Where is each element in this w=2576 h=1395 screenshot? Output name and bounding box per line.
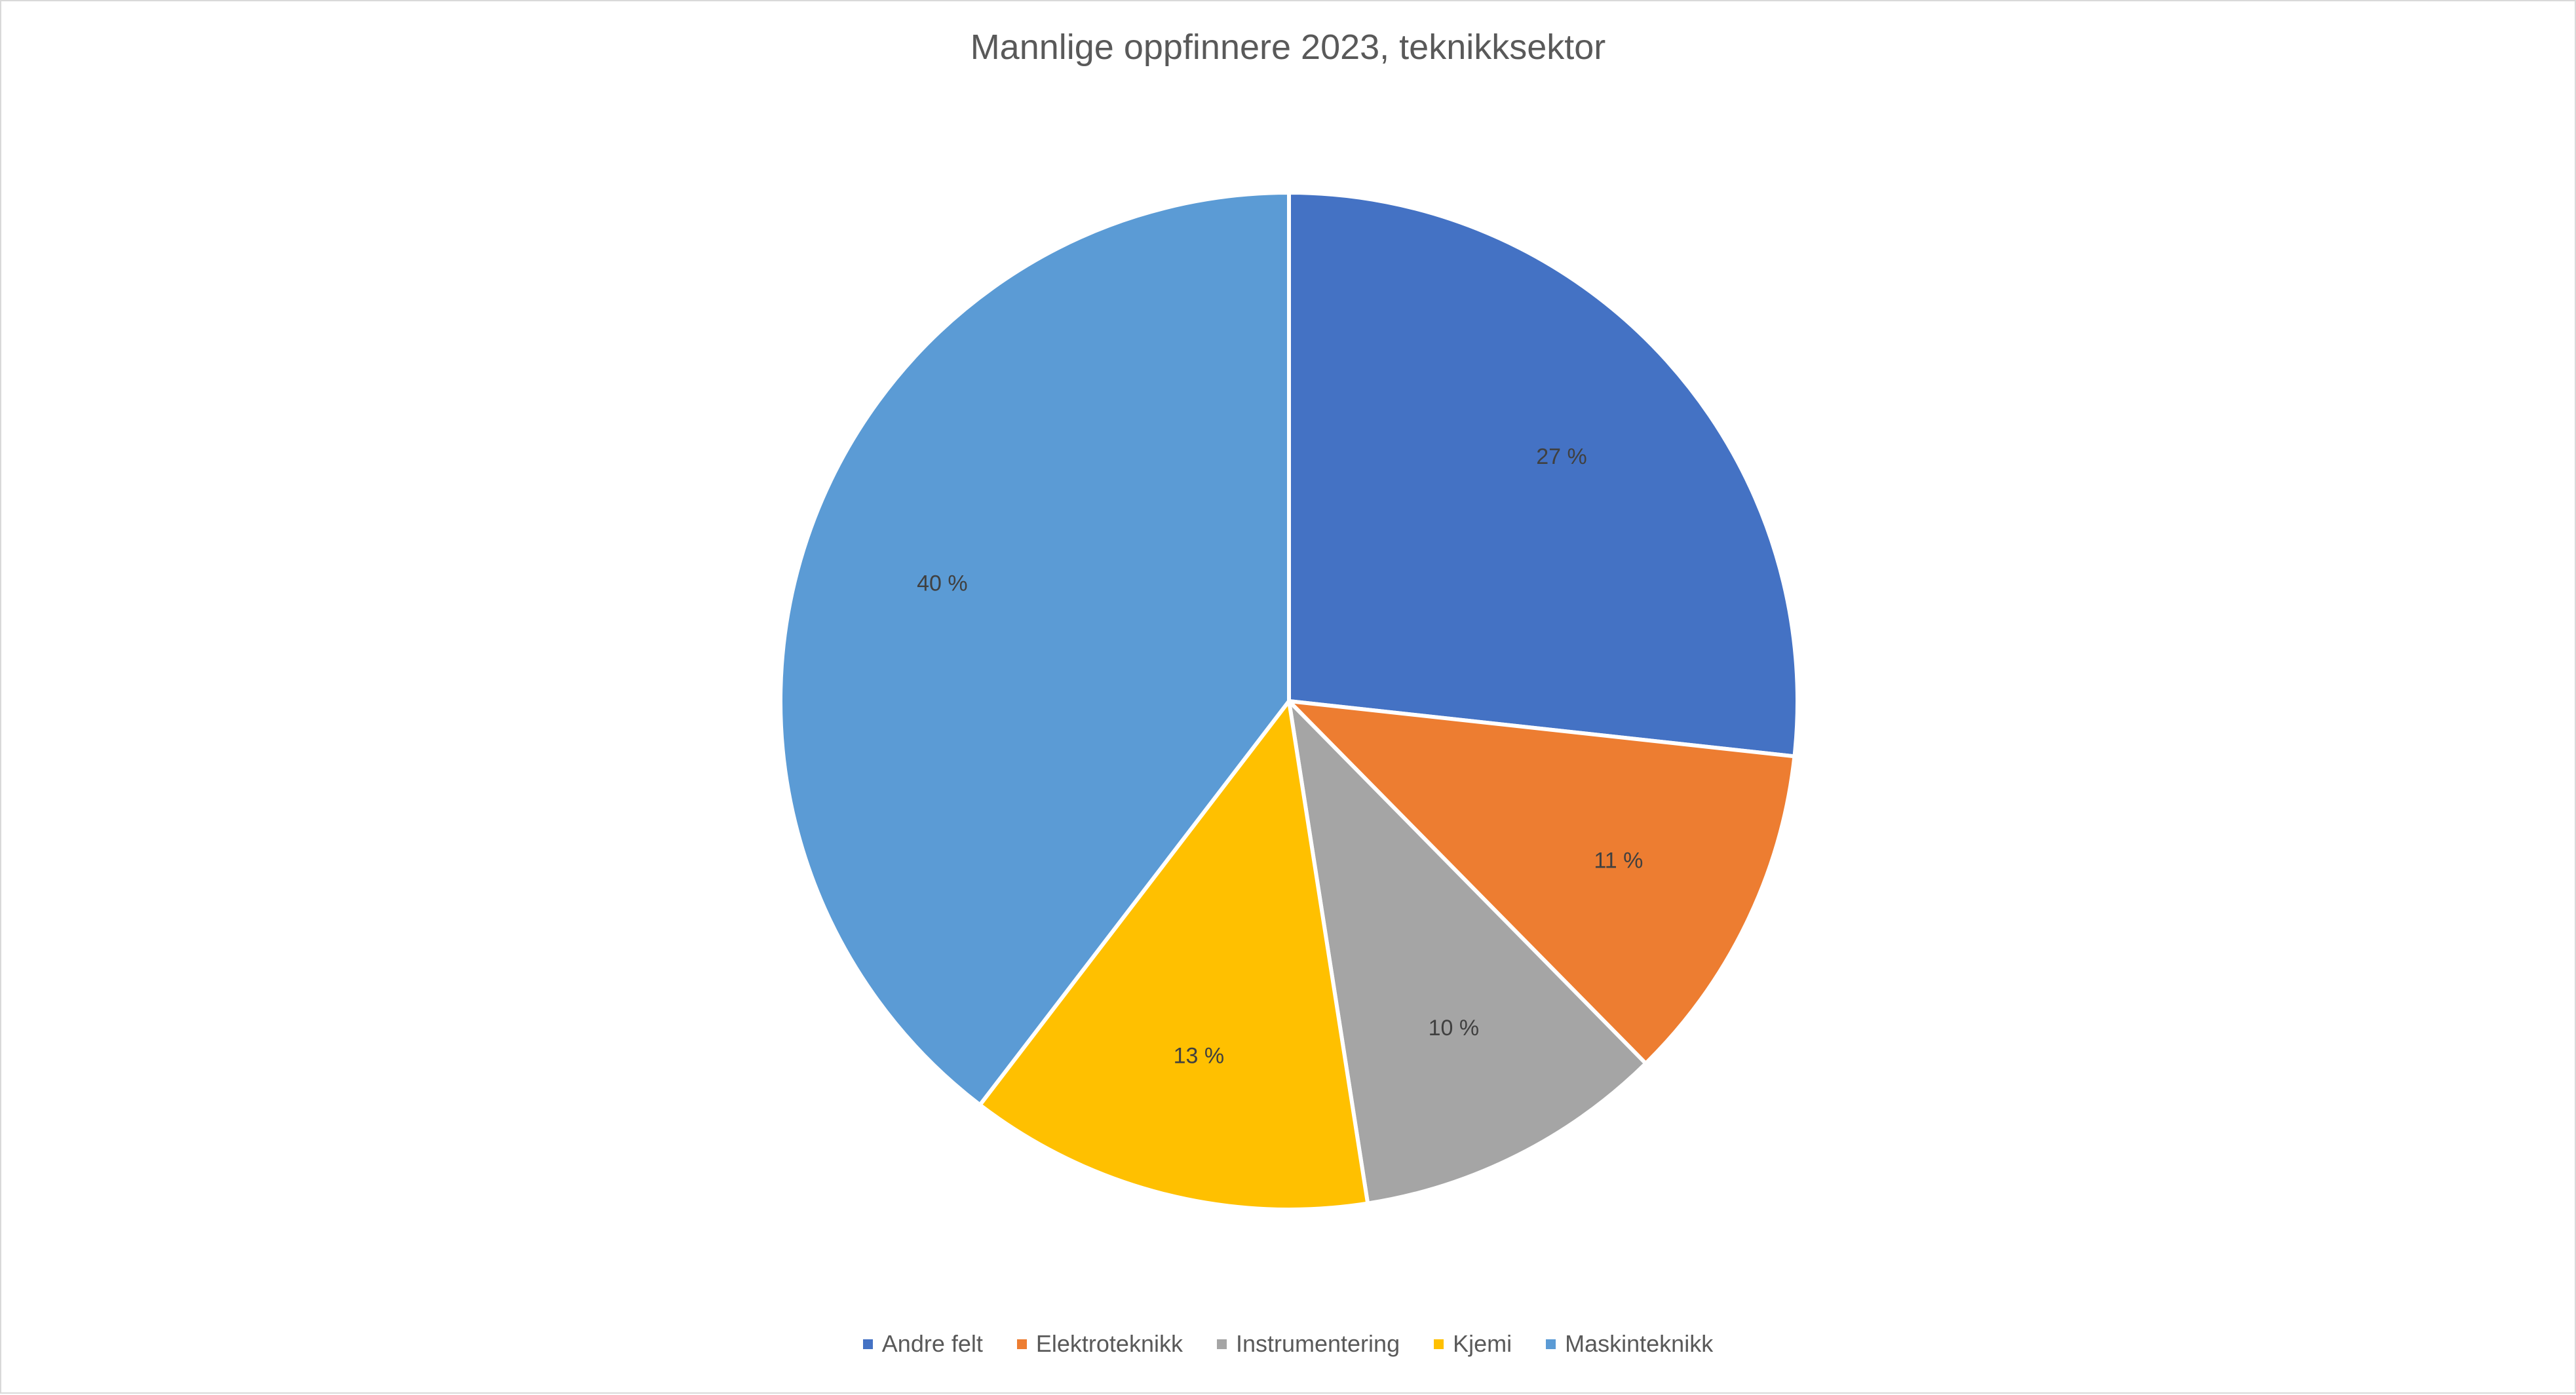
legend-swatch-kjemi [1434, 1339, 1444, 1349]
legend-item-maskinteknikk[interactable]: Maskinteknikk [1546, 1330, 1713, 1358]
legend-item-andre-felt[interactable]: Andre felt [862, 1330, 983, 1358]
legend-label-instrumentering: Instrumentering [1235, 1330, 1400, 1357]
legend-swatch-maskinteknikk [1546, 1339, 1556, 1349]
pie-slice-instrumentering[interactable] [1287, 699, 1648, 1206]
data-label-maskinteknikk: 40 % [917, 571, 968, 596]
pie-slice-kjemi[interactable] [978, 699, 1370, 1212]
legend-label-elektroteknikk: Elektroteknikk [1035, 1330, 1183, 1357]
legend-item-elektroteknikk[interactable]: Elektroteknikk [1016, 1330, 1183, 1358]
chart-title: Mannlige oppfinnere 2023, teknikksektor [970, 28, 1606, 67]
legend-swatch-andre-felt [862, 1339, 873, 1349]
legend-item-kjemi[interactable]: Kjemi [1434, 1330, 1512, 1358]
data-label-andre-felt: 27 % [1536, 444, 1587, 469]
pie-slice-elektroteknikk[interactable] [1287, 699, 1797, 1065]
data-label-kjemi: 13 % [1174, 1044, 1225, 1069]
data-label-elektroteknikk: 11 % [1594, 849, 1643, 873]
legend-label-andre-felt: Andre felt [881, 1330, 983, 1357]
legend-swatch-elektroteknikk [1016, 1339, 1027, 1349]
legend-label-maskinteknikk: Maskinteknikk [1565, 1330, 1714, 1357]
legend-label-kjemi: Kjemi [1453, 1330, 1512, 1357]
data-label-instrumentering: 10 % [1429, 1016, 1480, 1041]
pie-slice-andre-felt[interactable] [1287, 191, 1799, 759]
legend-item-instrumentering[interactable]: Instrumentering [1216, 1330, 1400, 1358]
legend-swatch-instrumentering [1216, 1339, 1227, 1349]
pie-slice-maskinteknikk[interactable] [779, 191, 1291, 1107]
legend: Andre felt Elektroteknikk Instrumenterin… [1, 1330, 2575, 1358]
